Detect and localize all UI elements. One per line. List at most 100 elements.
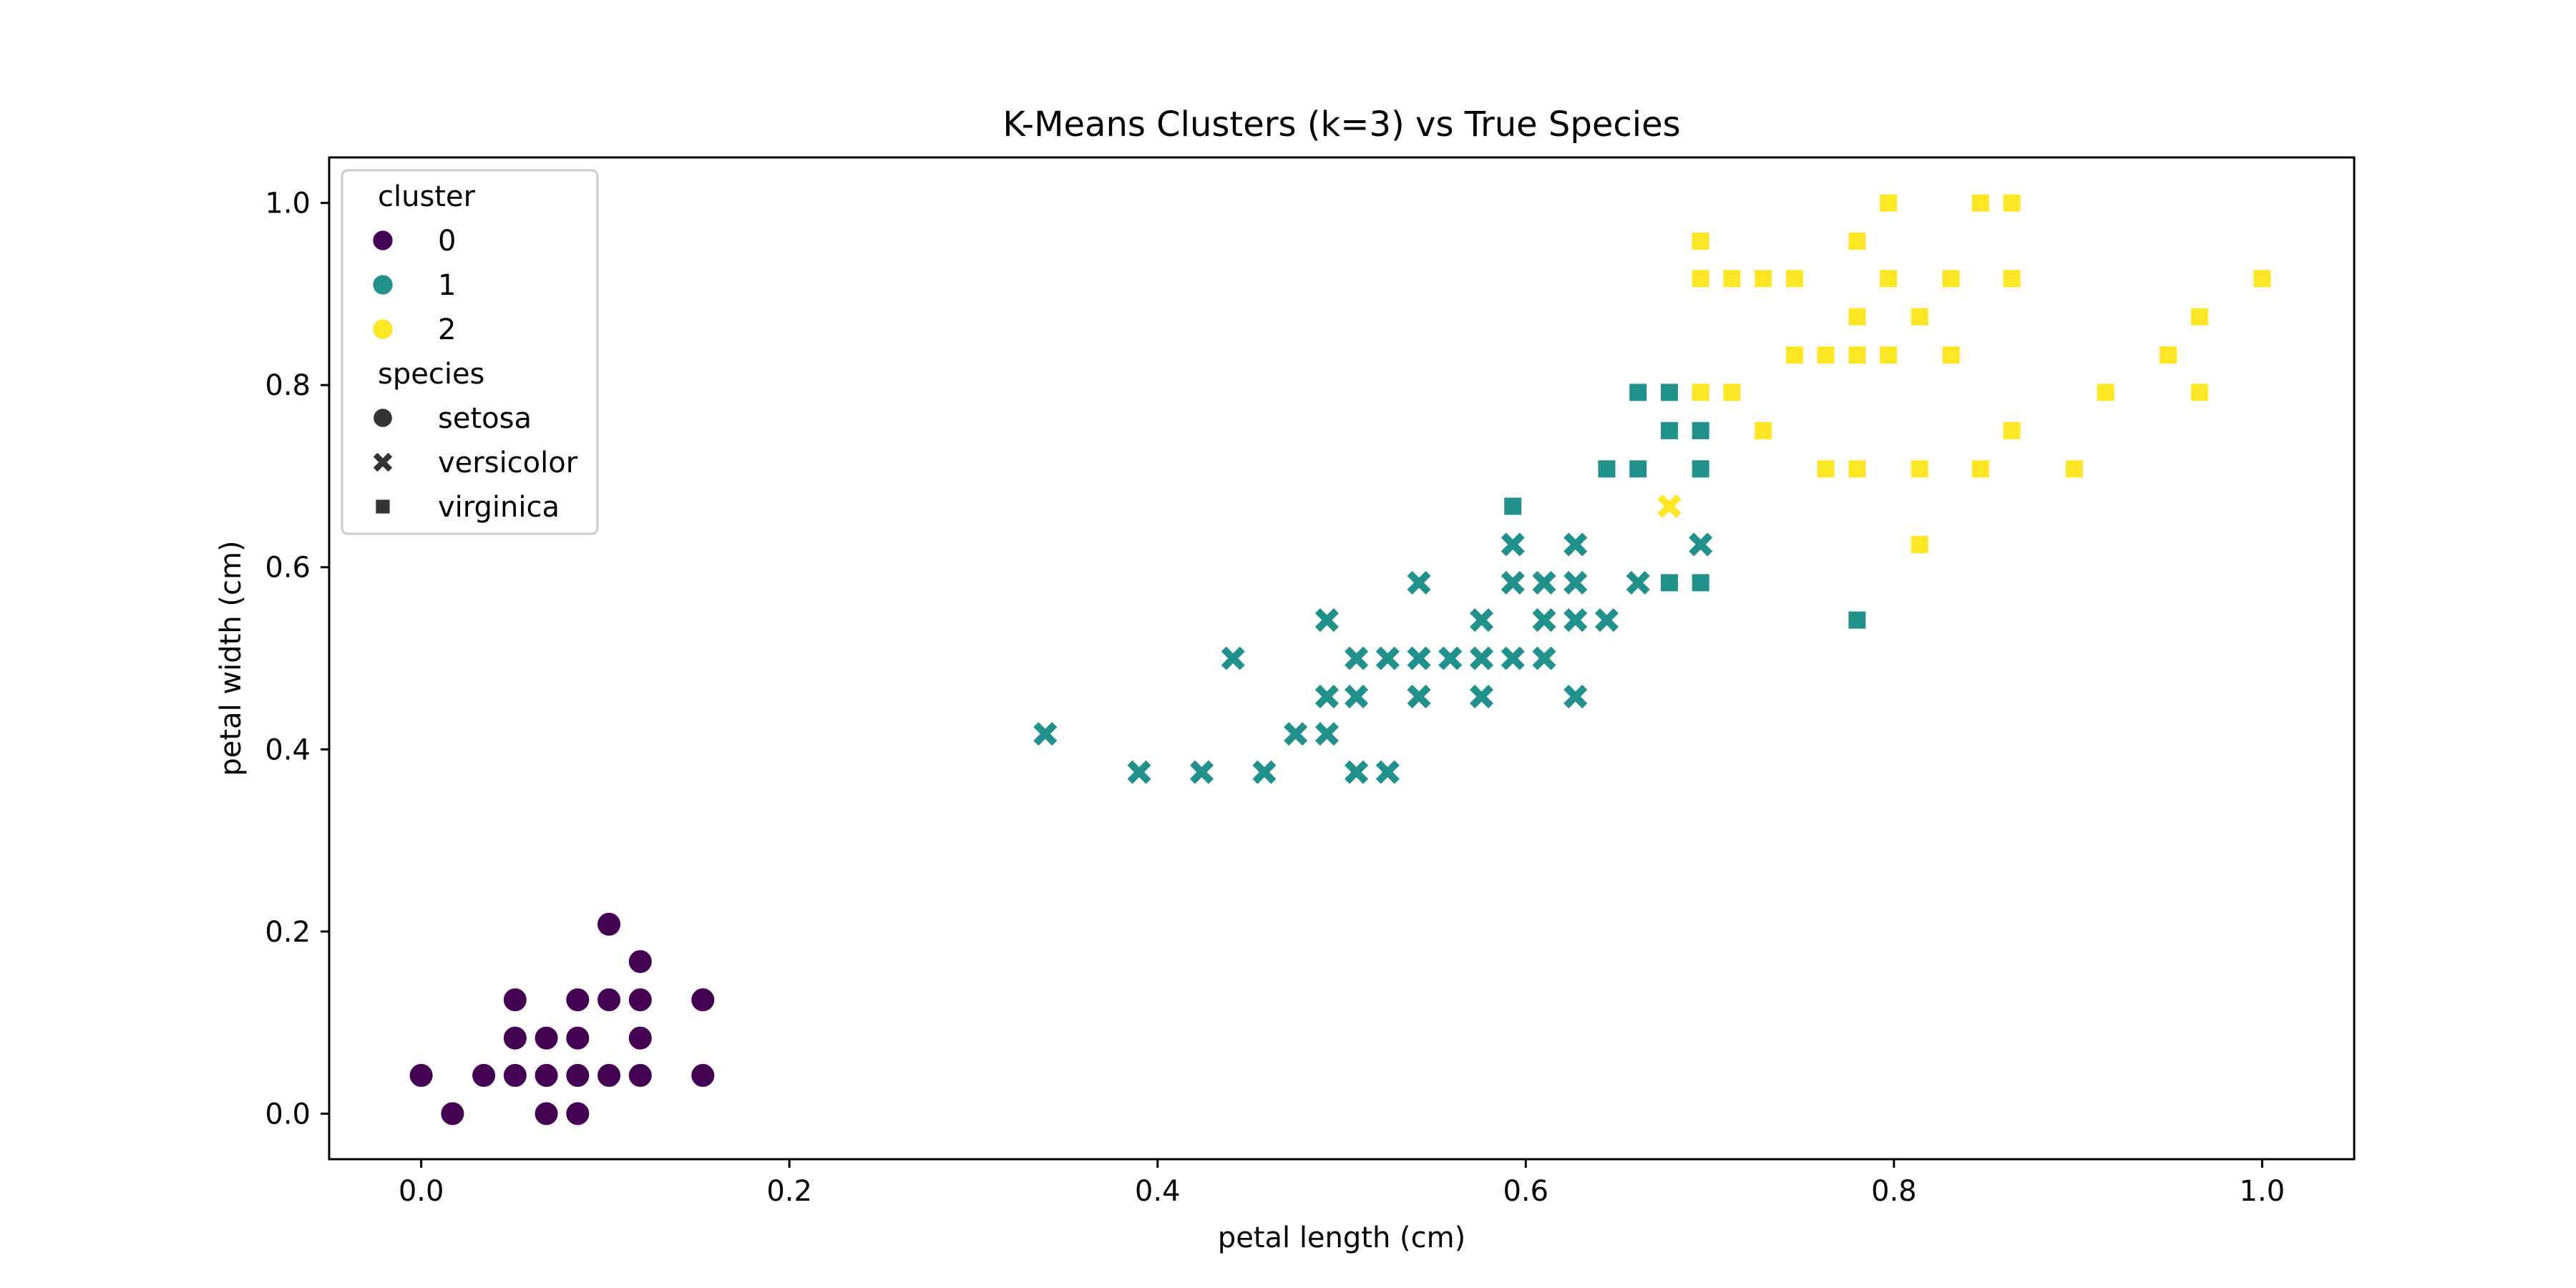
data-point-cluster-1-versicolor-stroke — [1563, 570, 1588, 595]
data-point-cluster-2-versicolor — [1656, 493, 1683, 519]
data-point-cluster-1-versicolor-stroke — [1689, 532, 1713, 557]
y-tick-label: 0.4 — [265, 733, 311, 766]
data-point-cluster-2-virginica — [2158, 345, 2179, 366]
data-point-cluster-1-versicolor-stroke — [1284, 722, 1308, 746]
data-point-cluster-1-versicolor — [1624, 570, 1652, 596]
data-point-cluster-1-versicolor-stroke — [1469, 684, 1494, 708]
x-axis-label: petal length (cm) — [1218, 1221, 1465, 1254]
data-point-cluster-1-virginica — [1659, 382, 1679, 403]
data-point-cluster-2-virginica — [1909, 534, 1930, 555]
data-point-cluster-0-setosa — [533, 1101, 560, 1127]
data-point-cluster-0-setosa — [596, 911, 623, 937]
data-point-cluster-0-setosa — [690, 1062, 716, 1088]
data-point-cluster-2-virginica — [2189, 306, 2210, 327]
data-point-cluster-1-versicolor-stroke — [1345, 760, 1369, 784]
data-point-cluster-2-virginica — [1941, 345, 1961, 366]
data-point-cluster-1-versicolor — [1282, 721, 1309, 747]
data-point-cluster-1-versicolor — [1343, 758, 1370, 786]
data-point-cluster-0-setosa — [627, 1025, 653, 1051]
data-point-cluster-1-versicolor-stroke — [1375, 760, 1400, 784]
data-point-cluster-1-versicolor-stroke — [1532, 646, 1556, 670]
data-point-cluster-2-virginica — [1722, 268, 1742, 289]
data-point-cluster-2-virginica — [1784, 345, 1805, 366]
data-point-cluster-1-versicolor — [1375, 645, 1401, 672]
data-point-cluster-0-setosa — [565, 1025, 591, 1051]
data-point-cluster-2-virginica — [1941, 268, 1961, 289]
data-point-cluster-0-setosa — [408, 1062, 434, 1088]
data-point-cluster-2-virginica — [1847, 231, 1868, 252]
legend-style-label-setosa: setosa — [438, 402, 532, 435]
x-tick-label: 0.6 — [1503, 1175, 1548, 1208]
data-points — [408, 192, 2273, 1127]
legend-frame — [341, 169, 599, 535]
data-point-cluster-1-versicolor-stroke — [1438, 646, 1463, 670]
data-point-cluster-2-versicolor-stroke — [1657, 494, 1682, 518]
data-point-cluster-0-setosa — [502, 1062, 528, 1088]
data-point-cluster-2-virginica — [1815, 345, 1836, 366]
data-point-cluster-1-versicolor-stroke — [1127, 760, 1151, 784]
data-point-cluster-1-versicolor — [1314, 607, 1340, 633]
y-axis-label: petal width (cm) — [215, 540, 248, 776]
data-point-cluster-0-setosa — [596, 987, 623, 1013]
data-point-cluster-1-versicolor-stroke — [1252, 760, 1277, 784]
data-point-cluster-1-versicolor — [1687, 531, 1714, 558]
data-point-cluster-1-versicolor-stroke — [1563, 532, 1588, 557]
data-point-cluster-1-versicolor-stroke — [1532, 570, 1556, 595]
legend-hue-marker-1 — [371, 273, 394, 296]
data-point-cluster-2-virginica — [1909, 306, 1930, 327]
data-point-cluster-1-versicolor — [1468, 683, 1495, 710]
data-point-cluster-2-virginica — [1878, 268, 1899, 289]
data-point-cluster-1-versicolor-stroke — [1563, 684, 1588, 708]
data-point-cluster-1-versicolor-stroke — [1375, 646, 1400, 670]
data-point-cluster-0-setosa — [627, 948, 653, 975]
legend-style-label-virginica: virginica — [438, 491, 560, 524]
data-point-cluster-0-setosa — [627, 987, 653, 1013]
data-point-cluster-2-virginica — [1847, 306, 1868, 327]
legend-style-marker-setosa — [372, 407, 394, 429]
data-point-cluster-1-versicolor — [1594, 607, 1620, 633]
data-point-cluster-1-versicolor — [1499, 645, 1526, 672]
data-point-cluster-2-virginica — [1878, 192, 1899, 213]
data-point-cluster-0-setosa — [502, 987, 528, 1013]
data-point-cluster-0-setosa — [502, 1025, 528, 1051]
data-point-cluster-2-virginica — [1847, 345, 1868, 366]
data-point-cluster-1-virginica — [1847, 610, 1868, 630]
legend-hue-label-0: 0 — [438, 225, 456, 258]
data-point-cluster-1-versicolor — [1468, 607, 1495, 633]
data-point-cluster-1-versicolor-stroke — [1501, 570, 1525, 595]
data-point-cluster-1-versicolor — [1375, 758, 1401, 786]
data-point-cluster-1-virginica — [1628, 459, 1649, 479]
y-axis-ticks: 0.0 0.2 0.4 0.6 0.8 1.0 — [265, 187, 329, 1131]
chart-title: K-Means Clusters (k=3) vs True Species — [1002, 104, 1680, 145]
data-point-cluster-2-virginica — [2064, 459, 2084, 479]
data-point-cluster-1-versicolor — [1405, 683, 1433, 710]
legend-hue-entries: 0 1 2 — [371, 225, 456, 346]
data-point-cluster-1-versicolor — [1405, 570, 1433, 596]
data-point-cluster-2-virginica — [1753, 420, 1774, 441]
legend-style-marker-versicolor — [372, 452, 394, 473]
data-point-cluster-1-virginica — [1503, 496, 1523, 517]
data-point-cluster-1-versicolor — [1499, 570, 1526, 596]
data-point-cluster-1-versicolor-stroke — [1407, 646, 1431, 670]
data-point-cluster-1-versicolor — [1032, 721, 1059, 747]
data-point-cluster-2-virginica — [2095, 382, 2116, 403]
x-tick-label: 0.8 — [1871, 1175, 1917, 1208]
data-point-cluster-1-versicolor — [1343, 683, 1370, 710]
data-point-cluster-1-versicolor — [1531, 645, 1558, 672]
y-tick-label: 0.0 — [265, 1098, 311, 1131]
x-tick-label: 1.0 — [2240, 1175, 2285, 1208]
data-point-cluster-2-virginica — [1970, 192, 1991, 213]
data-point-cluster-0-setosa — [565, 1062, 591, 1088]
data-point-cluster-1-versicolor-stroke — [1221, 646, 1245, 670]
data-point-cluster-1-versicolor-stroke — [1501, 532, 1525, 557]
data-point-cluster-1-versicolor-stroke — [1033, 722, 1058, 746]
data-point-cluster-2-virginica — [1753, 268, 1774, 289]
data-point-cluster-1-virginica — [1659, 572, 1679, 593]
data-point-cluster-2-virginica — [2001, 192, 2022, 213]
data-point-cluster-1-versicolor-stroke — [1314, 684, 1339, 708]
data-point-cluster-1-versicolor — [1468, 645, 1495, 672]
data-point-cluster-0-setosa — [471, 1062, 497, 1088]
data-point-cluster-0-setosa — [439, 1101, 466, 1127]
